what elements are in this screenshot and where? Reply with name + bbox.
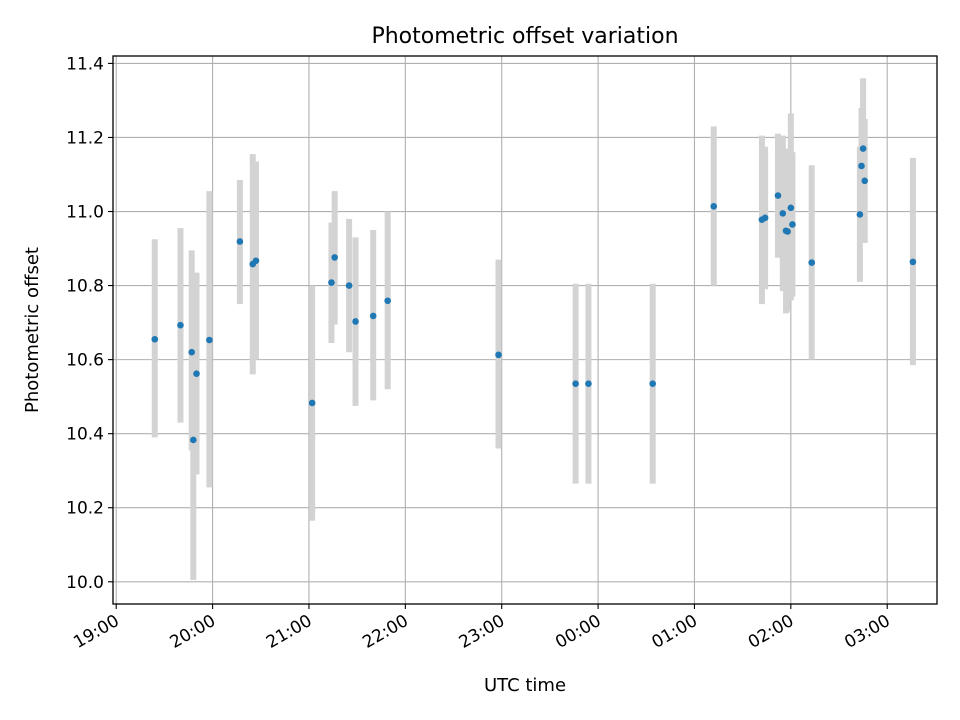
data-point (190, 436, 197, 444)
data-point (151, 335, 159, 343)
plot-frame (112, 55, 938, 605)
data-point (193, 370, 200, 377)
data-point (188, 348, 196, 356)
data-point (331, 254, 338, 261)
data-point (710, 203, 718, 210)
y-axis-label: Photometric offset (22, 247, 43, 413)
data-point (784, 228, 791, 235)
data-point (384, 297, 391, 305)
data-point (909, 258, 917, 266)
data-point (177, 321, 184, 329)
data-point (252, 257, 260, 265)
y-tick-label: 11.2 (66, 128, 104, 148)
y-tick-label: 11.0 (66, 203, 104, 223)
data-point (779, 210, 787, 217)
data-point (649, 380, 656, 387)
data-point (308, 399, 316, 407)
data-point (787, 204, 795, 212)
data-point (495, 351, 502, 359)
data-points (151, 145, 917, 444)
data-point (328, 279, 335, 286)
data-point (858, 162, 865, 170)
y-tick-label: 10.0 (66, 573, 104, 593)
data-point (789, 221, 796, 228)
data-point (572, 380, 579, 387)
data-point (352, 318, 359, 325)
data-point (761, 214, 769, 222)
y-tick-label: 11.4 (66, 54, 104, 74)
data-point (236, 238, 244, 245)
data-point (345, 282, 353, 289)
data-point (861, 177, 869, 185)
data-point (808, 259, 816, 266)
data-point (369, 312, 377, 320)
y-tick-label: 10.8 (66, 277, 104, 297)
data-point (856, 211, 864, 218)
data-point (585, 380, 592, 387)
chart-title: Photometric offset variation (371, 24, 678, 49)
data-point (859, 145, 867, 152)
data-point (206, 336, 213, 344)
y-tick-label: 10.2 (66, 499, 104, 519)
y-tick-label: 10.4 (66, 425, 104, 445)
y-tick-label: 10.6 (66, 351, 104, 371)
data-point (774, 192, 782, 199)
x-axis-label: UTC time (484, 675, 566, 696)
